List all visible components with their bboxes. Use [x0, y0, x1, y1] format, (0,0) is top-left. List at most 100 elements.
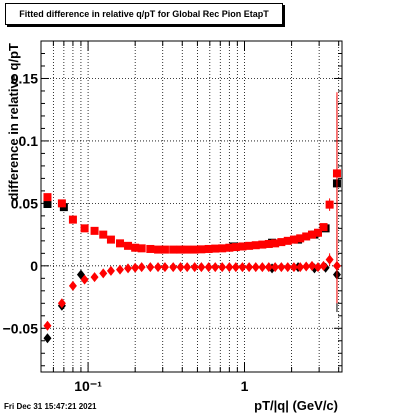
data-point-square [124, 241, 133, 250]
tick-labels: −0.05 0 0.05 0.1 0.15 10⁻¹ 1 [3, 70, 249, 394]
data-point-diamond [258, 262, 267, 273]
y-axis-title: difference in relative q/pT [6, 43, 21, 201]
data-point-diamond [296, 262, 305, 273]
data-point-square [296, 234, 305, 243]
data-point-square [131, 243, 140, 252]
data-point-diamond [68, 280, 77, 291]
data-point-square [106, 235, 115, 244]
data-series [43, 92, 341, 344]
x-tick-label: 1 [241, 378, 249, 394]
data-point-diamond [154, 262, 163, 273]
data-point-square [319, 223, 328, 232]
data-point-diamond [245, 262, 254, 273]
data-point-diamond [131, 262, 140, 273]
data-point-diamond [325, 254, 334, 265]
data-point-square [314, 228, 323, 237]
data-point-square [68, 215, 77, 224]
data-point-diamond [160, 262, 169, 273]
data-point-square [90, 226, 99, 235]
data-point-square [225, 243, 234, 252]
data-point-diamond [90, 272, 99, 283]
timestamp: Fri Dec 31 15:47:21 2021 [4, 402, 97, 411]
data-point-square [302, 232, 311, 241]
data-point-diamond [43, 333, 52, 344]
plot-title: Fitted difference in relative q/pT for G… [5, 3, 283, 25]
data-point-diamond [251, 262, 260, 273]
x-tick-label: 10⁻¹ [74, 378, 102, 394]
x-axis-title: pT/|q| (GeV/c) [254, 398, 338, 413]
data-point-diamond [169, 262, 178, 273]
y-tick-label: 0.15 [11, 70, 38, 86]
data-point-diamond [211, 262, 220, 273]
axis-ticks [40, 41, 342, 372]
data-point-diamond [80, 274, 89, 285]
data-point-square [231, 243, 240, 252]
data-point-diamond [218, 262, 227, 273]
data-point-square [258, 240, 267, 249]
y-tick-label: 0 [30, 258, 38, 274]
grid-lines [40, 41, 342, 372]
data-point-diamond [225, 262, 234, 273]
data-point-square [176, 245, 185, 254]
data-point-square [43, 200, 52, 209]
data-point-square [116, 239, 125, 248]
data-point-square [289, 235, 298, 244]
data-point-diamond [124, 263, 133, 274]
data-point-square [277, 238, 286, 247]
series-3 [43, 92, 341, 255]
data-point-square [169, 245, 178, 254]
data-point-square [238, 242, 247, 251]
data-point-diamond [289, 262, 298, 273]
y-tick-label: −0.05 [3, 320, 39, 336]
data-point-diamond [238, 262, 247, 273]
data-point-square [283, 236, 292, 245]
plot-frame [40, 40, 343, 373]
data-point-diamond [302, 261, 311, 272]
data-point-square [197, 245, 206, 254]
data-point-square [307, 230, 316, 239]
data-point-square [137, 244, 146, 253]
y-tick-label: 0.1 [19, 133, 39, 149]
data-point-diamond [307, 260, 316, 271]
data-point-diamond [116, 264, 125, 275]
data-point-diamond [43, 320, 52, 331]
data-point-square [325, 200, 334, 209]
data-point-square [160, 245, 169, 254]
data-point-diamond [277, 262, 286, 273]
data-point-square [80, 224, 89, 233]
data-point-square [190, 245, 199, 254]
data-point-square [154, 245, 163, 254]
data-point-diamond [99, 268, 108, 279]
data-point-square [43, 193, 52, 202]
data-point-square [99, 230, 108, 239]
data-point-diamond [231, 262, 240, 273]
series-4 [43, 228, 341, 331]
data-point-diamond [332, 260, 341, 271]
data-point-diamond [283, 262, 292, 273]
data-point-diamond [264, 262, 273, 273]
data-point-square [146, 244, 155, 253]
data-point-diamond [204, 262, 213, 273]
data-point-diamond [319, 260, 328, 271]
data-point-square [211, 244, 220, 253]
data-point-diamond [271, 262, 280, 273]
data-point-square [332, 169, 341, 178]
data-point-square [264, 239, 273, 248]
data-point-square [245, 241, 254, 250]
data-point-diamond [57, 298, 66, 309]
data-point-square [218, 244, 227, 253]
y-tick-label: 0.05 [11, 195, 38, 211]
data-point-diamond [137, 262, 146, 273]
data-point-diamond [197, 262, 206, 273]
data-point-diamond [106, 265, 115, 276]
data-point-diamond [190, 262, 199, 273]
data-point-square [271, 239, 280, 248]
data-point-diamond [146, 262, 155, 273]
data-point-square [183, 245, 192, 254]
data-point-diamond [183, 262, 192, 273]
data-point-diamond [314, 262, 323, 273]
data-point-diamond [176, 262, 185, 273]
data-point-square [251, 241, 260, 250]
data-point-square [204, 244, 213, 253]
